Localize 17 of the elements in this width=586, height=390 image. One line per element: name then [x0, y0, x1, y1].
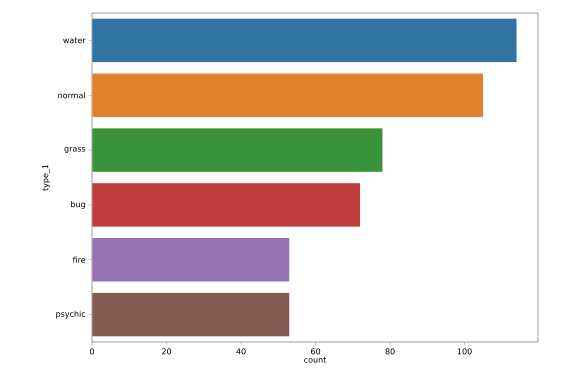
x-axis-title: count: [304, 356, 326, 363]
y-axis-title: type_1: [42, 164, 50, 191]
y-tick-label: normal: [58, 92, 85, 98]
bar: [92, 128, 383, 172]
bar: [92, 238, 290, 282]
y-tick-label: water: [63, 38, 86, 44]
x-tick-label: 100: [458, 348, 472, 354]
x-tick-label: 60: [311, 348, 320, 354]
y-tick-label: grass: [64, 147, 86, 154]
x-tick-label: 20: [162, 348, 172, 354]
y-tick-label: fire: [72, 256, 86, 263]
x-tick-label: 40: [236, 348, 246, 354]
x-tick-label: 0: [90, 348, 94, 354]
x-tick-label: 80: [386, 348, 395, 354]
y-tick-label: bug: [71, 201, 85, 209]
bar: [92, 292, 290, 337]
y-tick-label: psychic: [56, 310, 86, 318]
